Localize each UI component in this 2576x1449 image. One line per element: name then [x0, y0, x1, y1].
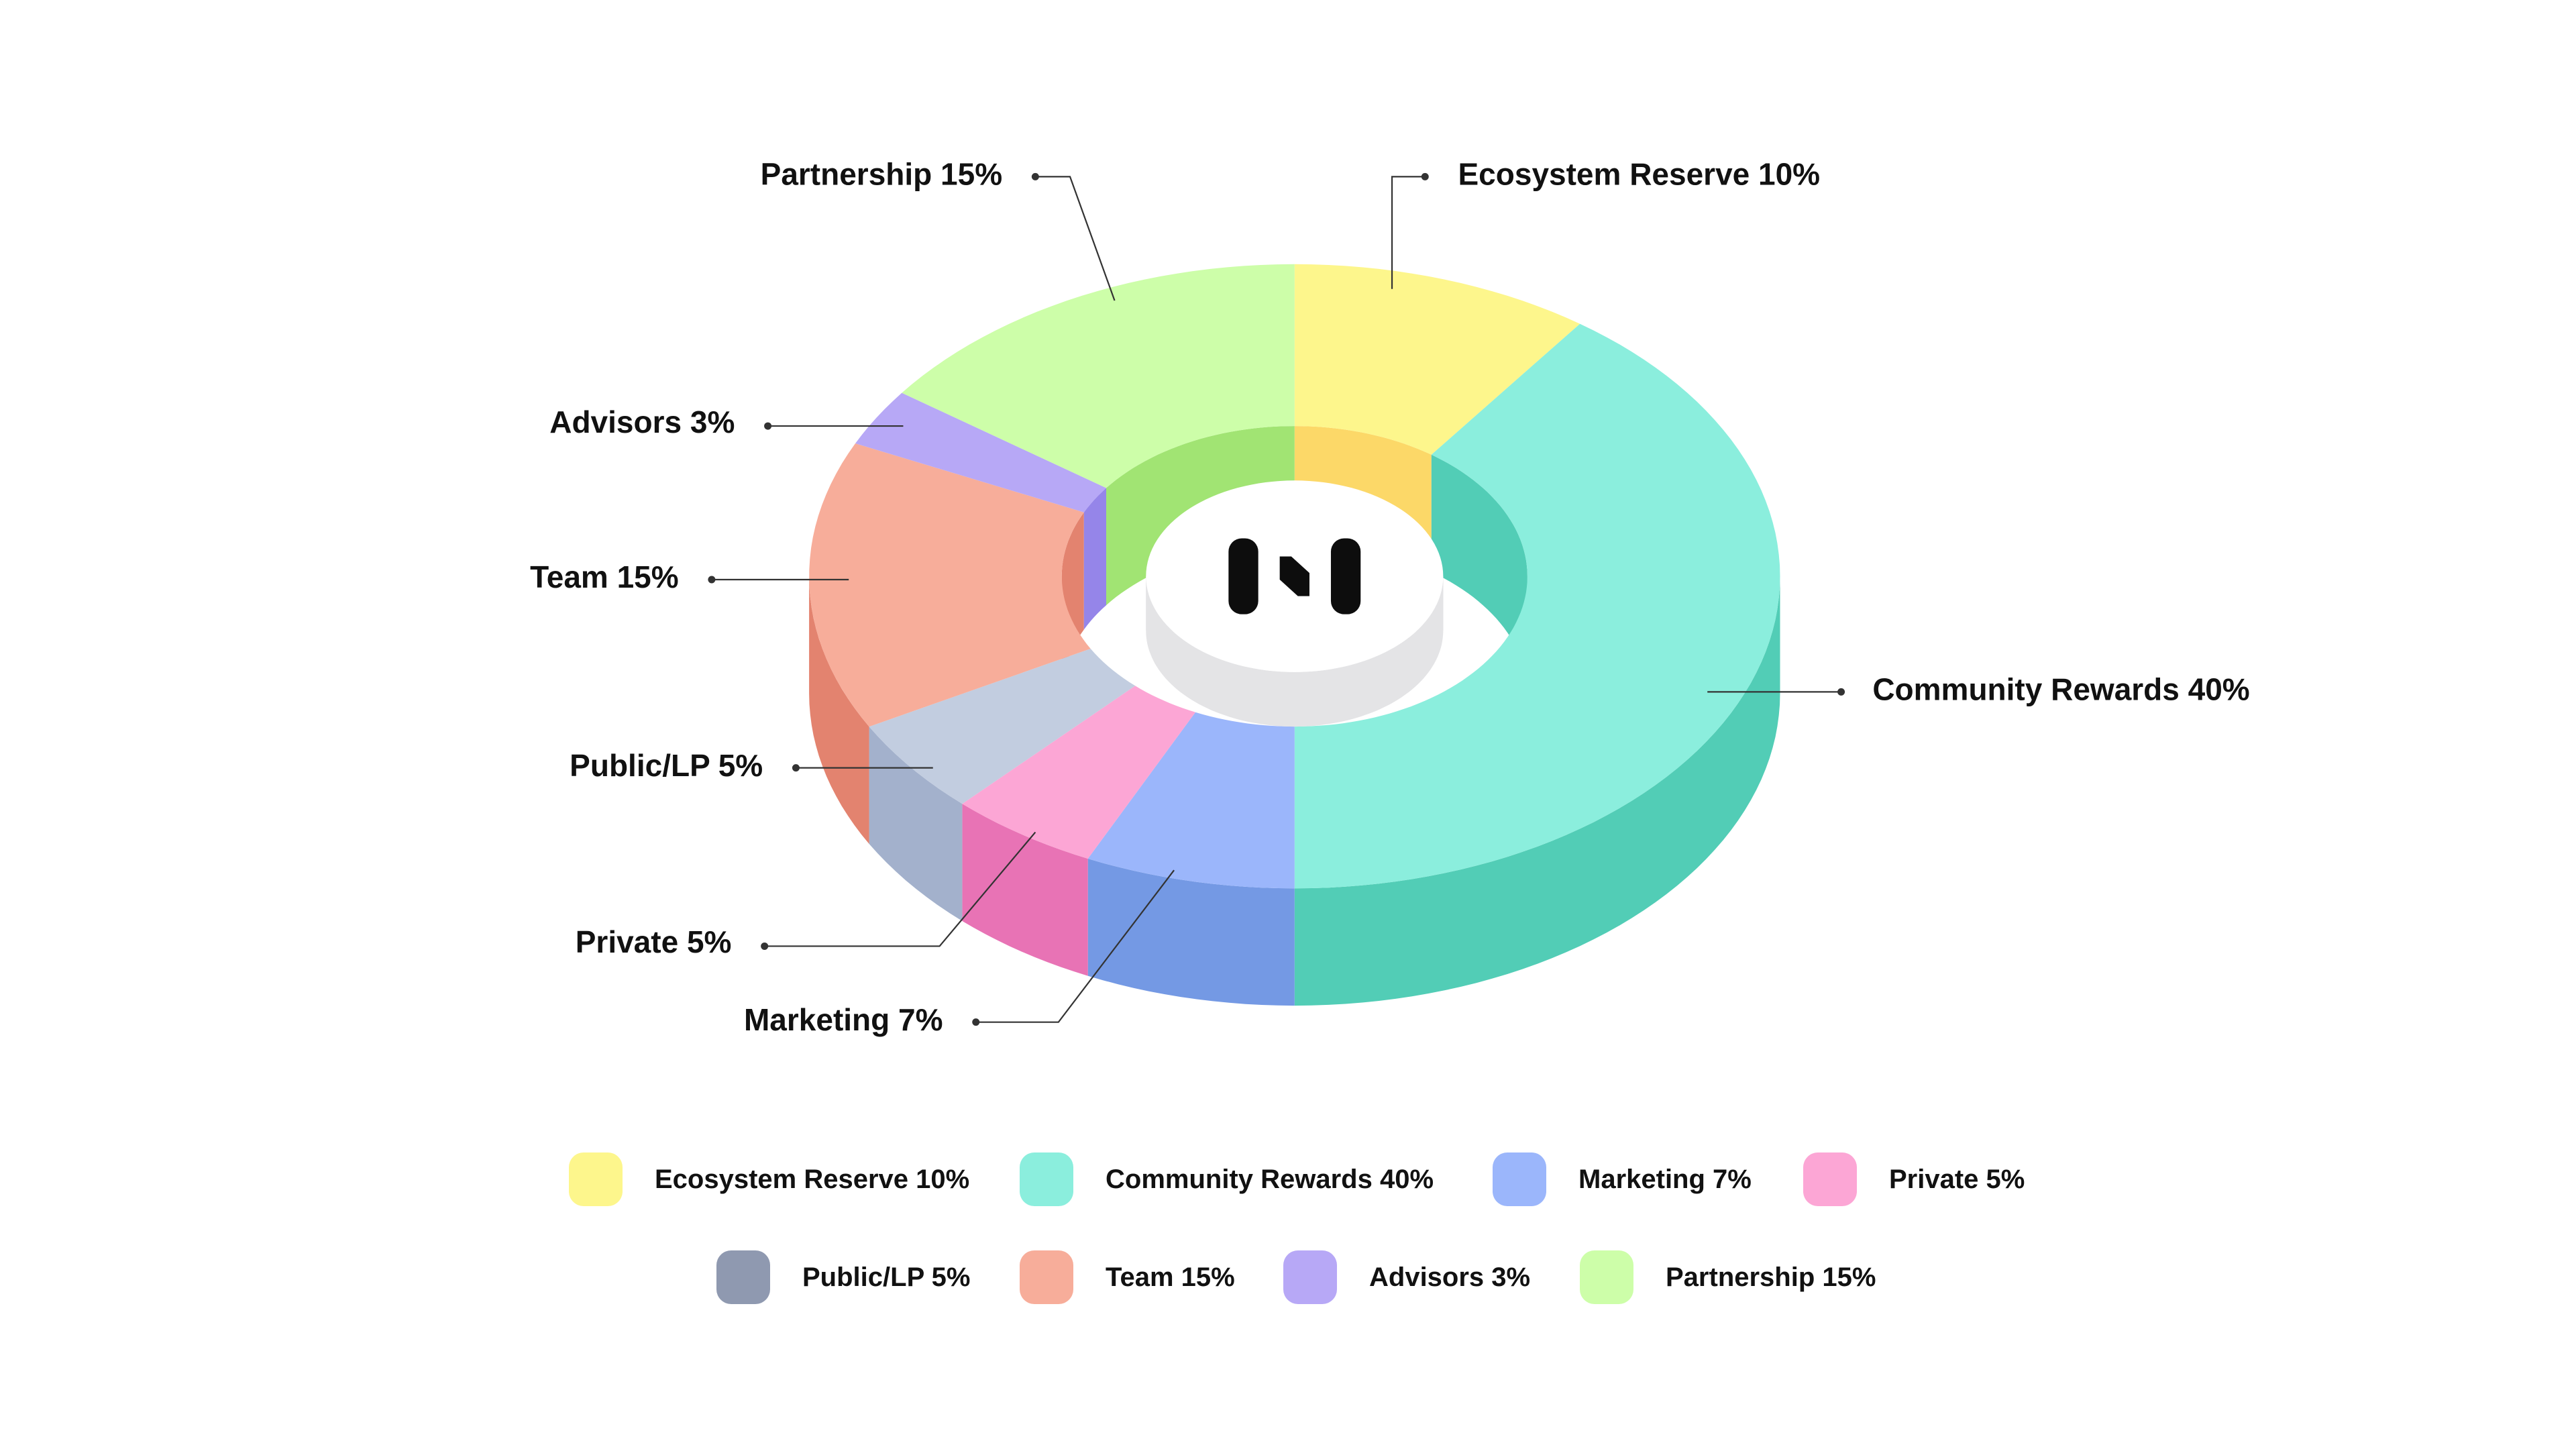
inner-wall-community-rewards: [1431, 454, 1527, 694]
outer-wall-team: [809, 576, 869, 844]
callout-dot-advisors: [764, 422, 772, 430]
callout-label-public-lp: Public/LP 5%: [570, 748, 763, 783]
logo-left-bar: [1228, 538, 1258, 614]
logo-right-bar: [1330, 538, 1361, 614]
callout-dot-private: [761, 942, 769, 950]
callout-label-ecosystem-reserve: Ecosystem Reserve 10%: [1458, 157, 1821, 192]
callout-label-community-rewards: Community Rewards 40%: [1872, 672, 2249, 707]
hub-side: [1146, 576, 1444, 727]
outer-wall-public-lp: [869, 727, 963, 921]
callout-label-advisors: Advisors 3%: [549, 405, 735, 439]
slice-marketing: [1087, 712, 1295, 889]
callout-dot-partnership: [1031, 172, 1039, 180]
inner-wall-advisors: [1083, 488, 1106, 630]
callout-dot-team: [708, 576, 716, 584]
callout-line-marketing: [975, 869, 1175, 1023]
center-hub: [1146, 480, 1444, 727]
slice-advisors: [855, 392, 1106, 513]
callouts: Ecosystem Reserve 10% Community Rewards 4…: [530, 157, 2250, 1037]
callout-label-private: Private 5%: [576, 924, 732, 959]
callout-dot-public-lp: [792, 764, 800, 772]
callout-dot-ecosystem-reserve: [1421, 172, 1429, 180]
callout-line-private: [764, 831, 1036, 947]
callout-dot-community-rewards: [1837, 688, 1845, 696]
donut-outer-walls: [809, 576, 1780, 1006]
brand-logo-icon: [1228, 538, 1361, 614]
callout-label-team: Team 15%: [530, 559, 679, 594]
callout-line-ecosystem-reserve: [1391, 176, 1426, 289]
logo-slash: [1279, 556, 1309, 596]
outer-wall-private: [962, 804, 1088, 976]
slice-community-rewards: [1294, 323, 1780, 889]
slice-ecosystem-reserve: [1294, 264, 1580, 455]
callout-label-partnership: Partnership 15%: [761, 157, 1002, 192]
slice-private: [962, 686, 1195, 859]
callout-line-partnership: [1035, 176, 1116, 301]
outer-wall-community-rewards: [1294, 576, 1780, 1006]
outer-wall-marketing: [1087, 859, 1295, 1006]
slice-team: [809, 443, 1091, 727]
slice-partnership: [902, 264, 1295, 488]
callout-label-marketing: Marketing 7%: [744, 1002, 943, 1037]
callout-dot-marketing: [972, 1018, 980, 1026]
donut-top-slices: [809, 264, 1780, 889]
slice-public-lp: [869, 649, 1136, 804]
